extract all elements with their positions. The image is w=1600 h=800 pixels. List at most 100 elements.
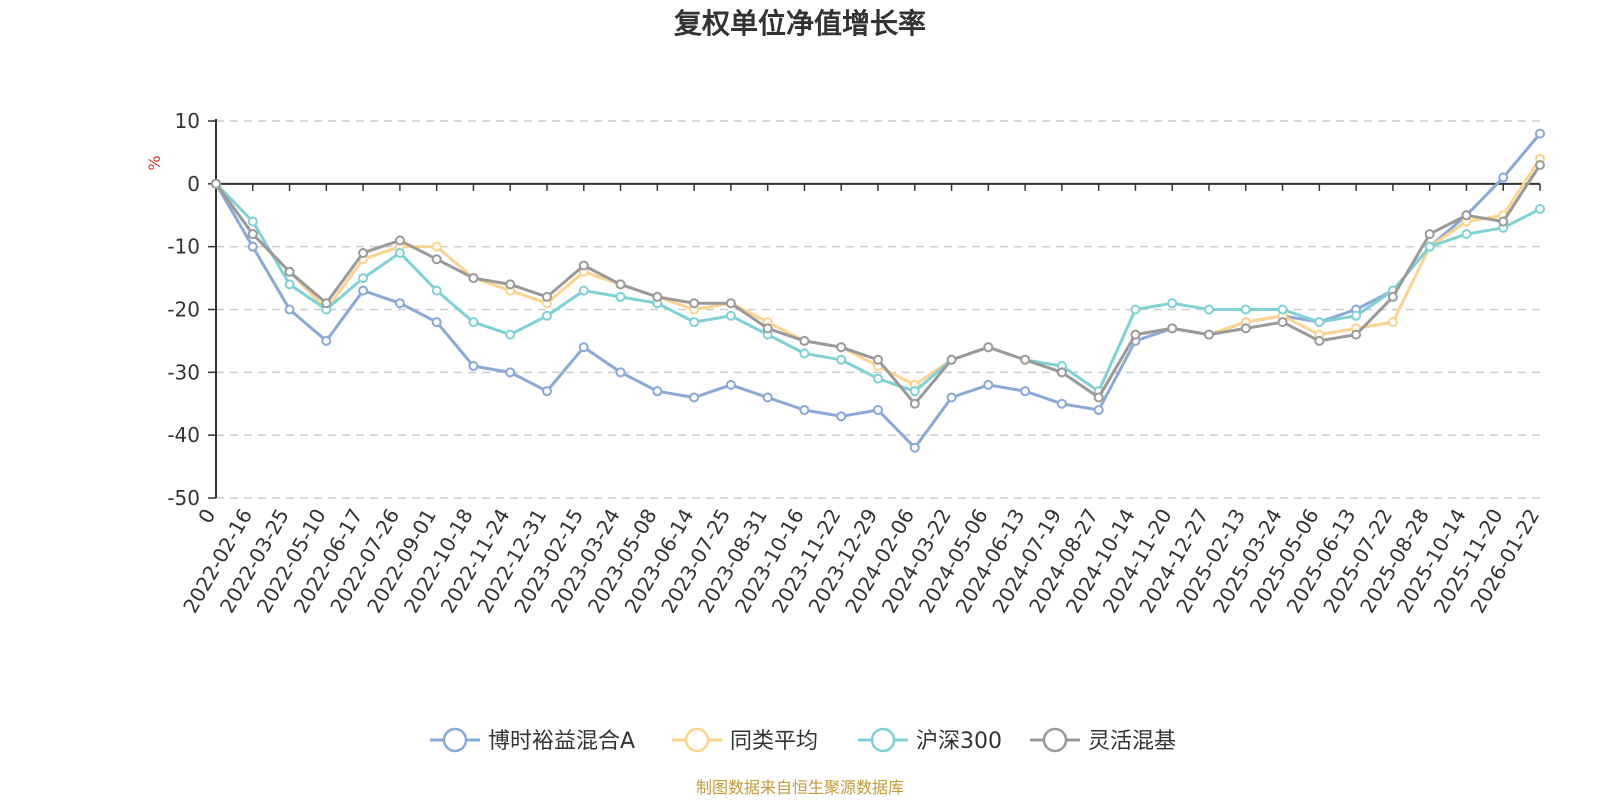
data-point	[211, 178, 221, 189]
data-point	[431, 285, 442, 296]
data-point	[321, 335, 332, 346]
data-point	[1204, 304, 1214, 315]
data-point	[873, 405, 883, 416]
data-point	[1240, 323, 1251, 334]
data-point	[762, 392, 773, 403]
data-point	[1093, 392, 1104, 403]
data-point	[652, 291, 663, 302]
y-axis-unit: %	[145, 155, 164, 170]
data-point	[725, 379, 736, 390]
legend-swatch-marker	[1042, 727, 1068, 753]
data-point	[799, 335, 810, 346]
y-tick-label: -20	[167, 298, 200, 322]
data-point	[1351, 329, 1362, 340]
data-point	[909, 442, 920, 453]
y-tick-label: 0	[187, 172, 200, 196]
data-point	[1424, 241, 1435, 252]
data-point	[836, 354, 847, 365]
data-point	[1277, 304, 1288, 315]
data-point	[247, 229, 258, 240]
data-point	[1498, 216, 1509, 227]
data-point	[1093, 405, 1104, 416]
data-point	[578, 285, 589, 296]
data-point	[1130, 304, 1141, 315]
data-point	[725, 298, 736, 309]
legend-swatch-marker	[870, 727, 896, 753]
data-point	[358, 247, 369, 258]
y-tick-label: -40	[167, 423, 200, 447]
data-point	[1277, 317, 1288, 328]
data-point	[247, 241, 258, 252]
data-point	[505, 329, 516, 340]
data-point	[468, 273, 479, 284]
data-point	[1535, 203, 1545, 214]
data-point	[615, 279, 626, 290]
data-point	[578, 260, 589, 271]
data-point	[247, 216, 258, 227]
data-point	[505, 367, 516, 378]
legend-label: 同类平均	[730, 729, 818, 754]
data-point	[1351, 310, 1362, 321]
legend-swatch-marker	[684, 727, 710, 753]
data-point	[505, 279, 516, 290]
data-point	[1056, 398, 1067, 409]
chart-title: 复权单位净值增长率	[674, 7, 926, 40]
data-point	[909, 398, 920, 409]
data-point	[358, 273, 369, 284]
data-point	[542, 291, 552, 302]
y-tick-label: -30	[167, 360, 200, 384]
data-point	[394, 235, 405, 246]
data-point	[1020, 386, 1031, 397]
data-point	[873, 354, 883, 365]
data-point	[615, 367, 626, 378]
data-point	[578, 342, 589, 353]
data-point	[799, 405, 810, 416]
legend-label: 灵活混基	[1088, 729, 1176, 754]
data-point	[873, 373, 883, 384]
data-point	[431, 254, 442, 265]
data-point	[689, 392, 700, 403]
data-point	[1204, 329, 1214, 340]
data-point	[1461, 210, 1472, 221]
data-point	[394, 298, 405, 309]
data-point	[799, 348, 810, 359]
series-line	[214, 132, 1542, 450]
data-point	[1461, 229, 1472, 240]
data-point	[1424, 229, 1435, 240]
data-point	[284, 304, 295, 315]
legend-label: 沪深300	[916, 729, 1002, 754]
data-point	[1387, 317, 1398, 328]
data-point	[946, 354, 957, 365]
data-point	[542, 386, 552, 397]
y-tick-label: -50	[167, 486, 200, 510]
data-point	[946, 392, 957, 403]
data-point	[468, 361, 479, 372]
x-tick-label: 0	[193, 505, 220, 528]
data-point	[909, 386, 920, 397]
data-point	[836, 342, 847, 353]
data-point	[652, 386, 663, 397]
data-point	[542, 310, 552, 321]
data-point	[1240, 304, 1251, 315]
data-point	[468, 317, 479, 328]
data-point	[1498, 172, 1509, 183]
y-tick-label: 10	[175, 109, 200, 133]
data-point	[284, 279, 295, 290]
data-point	[725, 310, 736, 321]
data-point	[689, 298, 700, 309]
legend-swatch-marker	[442, 727, 468, 753]
data-point	[1314, 317, 1325, 328]
data-point	[836, 411, 847, 422]
data-point	[983, 342, 994, 353]
data-point	[1535, 159, 1545, 170]
data-point	[1020, 354, 1031, 365]
data-point	[1167, 323, 1178, 334]
data-point	[1056, 367, 1067, 378]
data-point	[762, 323, 773, 334]
data-point	[358, 285, 369, 296]
data-point	[394, 247, 405, 258]
data-point	[1387, 291, 1398, 302]
legend-label: 博时裕益混合A	[488, 729, 635, 754]
data-point	[284, 266, 295, 277]
